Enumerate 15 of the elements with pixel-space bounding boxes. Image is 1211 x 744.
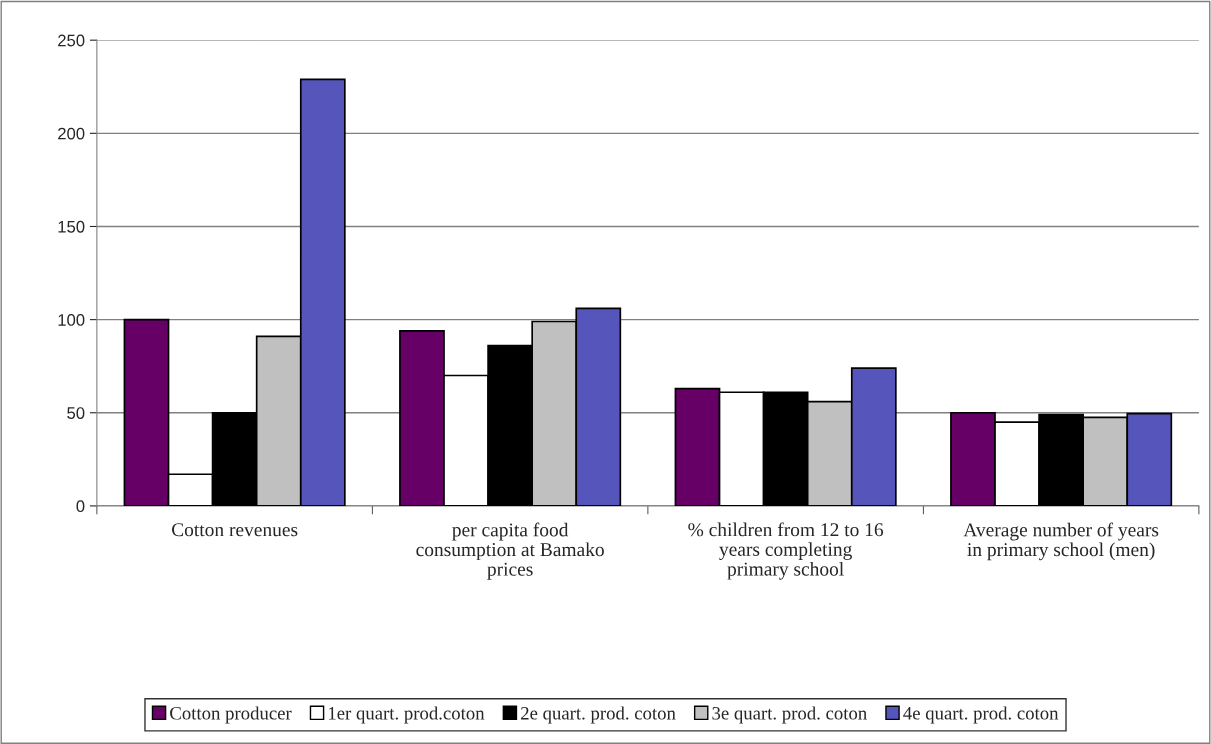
- legend-label: Cotton producer: [170, 706, 292, 724]
- y-tick-label: 100: [58, 314, 85, 326]
- legend-label: 3e quart. prod. coton: [712, 706, 867, 724]
- x-tick-label: Average number of years in primary school (men): [963, 522, 1159, 561]
- legend-label: 4e quart. prod. coton: [903, 706, 1059, 724]
- y-tick-label: 50: [67, 407, 85, 419]
- x-tick-label: % children from 12 to 16 years completing primary school: [688, 522, 884, 580]
- x-tick-label: per capita food consumption at Bamako prices: [416, 522, 604, 580]
- x-tick-label: Cotton revenues: [171, 523, 298, 537]
- y-tick-label: 250: [58, 34, 85, 47]
- legend-label: 2e quart. prod. coton: [521, 706, 676, 724]
- y-tick-label: 150: [58, 220, 85, 233]
- y-tick-label: 0: [76, 500, 85, 513]
- legend-label: 1er quart. prod.coton: [329, 706, 485, 724]
- y-tick-label: 200: [58, 127, 85, 140]
